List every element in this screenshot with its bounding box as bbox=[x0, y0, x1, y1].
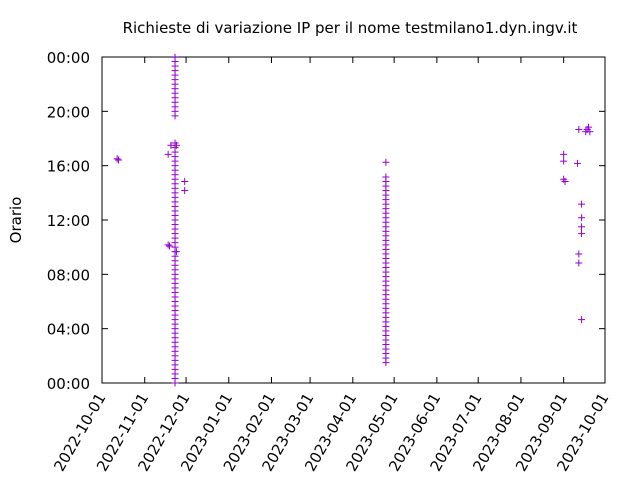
data-point bbox=[382, 158, 390, 166]
data-point bbox=[172, 248, 180, 256]
data-point bbox=[181, 178, 189, 186]
data-point bbox=[573, 159, 581, 167]
data-point bbox=[115, 156, 123, 164]
data-point bbox=[578, 200, 586, 208]
data-point bbox=[172, 141, 180, 149]
y-tick-label: 08:00 bbox=[47, 266, 90, 284]
data-points bbox=[113, 53, 594, 387]
data-point bbox=[560, 150, 568, 158]
data-point bbox=[586, 128, 594, 136]
data-point bbox=[113, 155, 121, 163]
chart-title: Richieste di variazione IP per il nome t… bbox=[123, 19, 578, 37]
y-tick-label: 00:00 bbox=[47, 375, 90, 393]
y-tick-label: 12:00 bbox=[47, 212, 90, 230]
data-point bbox=[561, 178, 569, 186]
x-axis: 2022-10-012022-11-012022-12-012023-01-01… bbox=[50, 57, 612, 475]
data-point bbox=[578, 230, 586, 238]
data-point bbox=[578, 223, 586, 231]
data-point bbox=[166, 242, 174, 250]
data-point bbox=[578, 316, 586, 324]
data-point bbox=[584, 123, 592, 131]
y-axis-label: Orario bbox=[7, 197, 25, 244]
data-point bbox=[578, 214, 586, 222]
data-point bbox=[164, 150, 172, 158]
data-point bbox=[382, 173, 390, 181]
y-tick-label: 00:00 bbox=[47, 49, 90, 67]
data-point bbox=[181, 187, 189, 195]
y-tick-label: 16:00 bbox=[47, 158, 90, 176]
data-point bbox=[575, 250, 583, 258]
data-point bbox=[575, 125, 583, 133]
y-axis: 00:00 04:00 08:00 12:00 16:00 20:00 00:00 bbox=[47, 49, 605, 393]
data-point bbox=[164, 241, 172, 249]
data-point bbox=[575, 259, 583, 267]
y-tick-label: 20:00 bbox=[47, 103, 90, 121]
y-tick-label: 04:00 bbox=[47, 321, 90, 339]
data-point bbox=[171, 53, 179, 61]
data-point bbox=[560, 157, 568, 165]
